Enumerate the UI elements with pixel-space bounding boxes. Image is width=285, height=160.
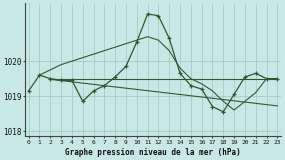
X-axis label: Graphe pression niveau de la mer (hPa): Graphe pression niveau de la mer (hPa) bbox=[65, 148, 241, 156]
